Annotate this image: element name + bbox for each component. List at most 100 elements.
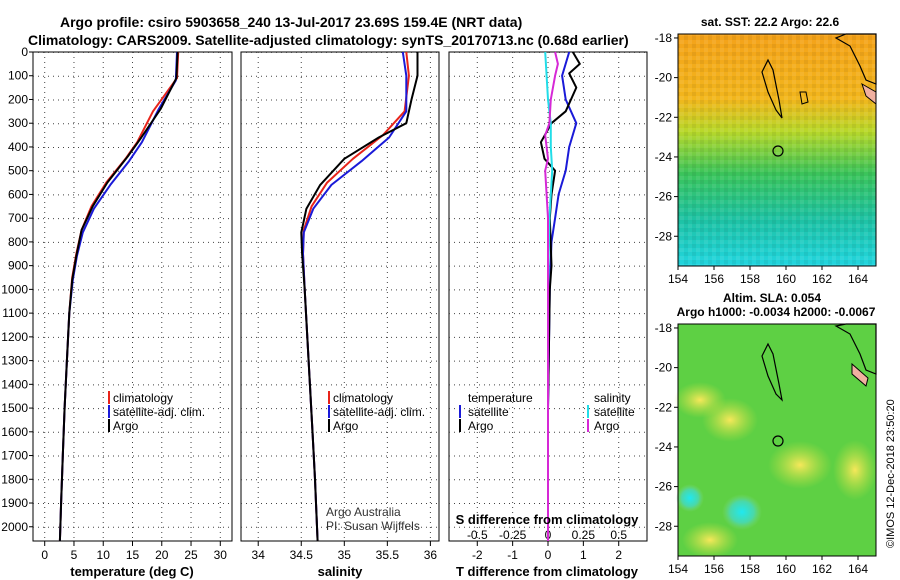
- map-x-tick-label: 162: [812, 272, 832, 286]
- map-y-tick-label: -18: [655, 31, 673, 45]
- imos-credit: ©IMOS 12-Dec-2018 23:50:20: [885, 399, 897, 548]
- sla-map: Altim. SLA: 0.054 Argo h1000: -0.0034 h2…: [655, 291, 877, 576]
- sla-anomaly-cyan: [722, 494, 762, 530]
- legend-label-climatology: climatology: [113, 391, 173, 405]
- sla-anomaly-cyan: [676, 484, 704, 512]
- y-tick-label: 1700: [1, 449, 28, 463]
- y-tick-label: 700: [8, 211, 28, 225]
- x-tick-label: 0: [545, 548, 552, 562]
- y-tick-label: 1200: [1, 330, 28, 344]
- map-x-tick-label: 162: [812, 562, 832, 576]
- temperature-panel: 0100200300400500600700800900100011001200…: [1, 45, 233, 579]
- series-s-argo: [544, 51, 559, 541]
- t-difference-tick-labels: -2 -1 0 1 2: [472, 541, 622, 562]
- legend-label-satellite: satellite-adj. clim.: [333, 405, 425, 419]
- sst-profile-marker: [772, 145, 784, 157]
- series-argo: [300, 52, 419, 542]
- legend-label-satellite: satellite-adj. clim.: [113, 405, 205, 419]
- y-tick-label: 0: [21, 45, 28, 59]
- sst-field-texture: [678, 34, 876, 266]
- map-x-tick-label: 158: [740, 272, 760, 286]
- sla-land-patch: [851, 362, 869, 387]
- y-tick-label: 1500: [1, 401, 28, 415]
- map-y-tick-label: -26: [655, 190, 673, 204]
- difference-grid: [449, 52, 647, 541]
- map-x-tick-label: 154: [668, 562, 688, 576]
- map-y-tick-label: -24: [655, 150, 673, 164]
- y-tick-label: 1800: [1, 472, 28, 486]
- salinity-tick-labels: 34 34.5 35 35.5 36: [252, 541, 437, 562]
- y-tick-label: 1400: [1, 377, 28, 391]
- sla-map-frame: [677, 323, 877, 557]
- series-argo: [58, 51, 179, 542]
- y-tick-label: 900: [8, 259, 28, 273]
- salinity-axis-label: salinity: [318, 564, 364, 579]
- y-tick-label: 2000: [1, 520, 28, 534]
- map-x-tick-label: 164: [848, 562, 868, 576]
- map-y-tick-label: -22: [655, 110, 673, 124]
- temperature-legend: climatology satellite-adj. clim. Argo: [108, 391, 205, 433]
- sla-lon-tick-labels: 154 156 158 160 162 164: [668, 556, 868, 576]
- map-y-tick-label: -18: [655, 321, 673, 335]
- s-tick-label: 0.5: [610, 528, 627, 542]
- map-y-tick-label: -24: [655, 440, 673, 454]
- x-tick-label: 34: [252, 548, 266, 562]
- sla-lat-tick-labels: -18 -20 -22 -24 -26 -28: [655, 321, 678, 533]
- legend-title-salinity: salinity: [594, 391, 631, 405]
- pressure-tick-labels: 0 100 200 300 400 500 600 700 800 900 1000 1100 1200…: [1, 45, 33, 534]
- map-x-tick-label: 160: [776, 272, 796, 286]
- map-y-tick-label: -28: [655, 519, 673, 533]
- map-x-tick-label: 156: [704, 272, 724, 286]
- map-x-tick-label: 158: [740, 562, 760, 576]
- y-tick-label: 100: [8, 69, 28, 83]
- x-tick-label: 15: [126, 548, 140, 562]
- t-difference-axis-label: T difference from climatology: [456, 564, 639, 579]
- series-climatology: [58, 51, 180, 542]
- difference-panel: -2 -1 0 1 2 -0.5 -0.25 0 0.25 0.5 S difference f…: [448, 51, 648, 579]
- x-tick-label: -1: [507, 548, 518, 562]
- sst-new-caledonia-outline: [761, 58, 783, 119]
- title-line-1: Argo profile: csiro 5903658_240 13-Jul-2…: [60, 14, 522, 30]
- x-tick-label: 1: [580, 548, 587, 562]
- sla-anomaly-blob: [833, 440, 877, 500]
- sla-anomaly-blob: [702, 398, 758, 442]
- sst-map-frame: [677, 33, 877, 267]
- legend-label-argo: Argo: [113, 419, 139, 433]
- x-tick-label: 0: [41, 548, 48, 562]
- y-tick-label: 400: [8, 140, 28, 154]
- x-tick-label: 20: [155, 548, 169, 562]
- y-tick-label: 200: [8, 92, 28, 106]
- difference-legend: temperature satellite Argo salinity sate…: [459, 391, 635, 433]
- pi-note: PI: Susan Wijffels: [326, 519, 420, 533]
- title-line-2: Climatology: CARS2009. Satellite-adjuste…: [28, 32, 629, 48]
- map-y-tick-label: -26: [655, 480, 673, 494]
- argo-australia-note: Argo Australia: [326, 505, 401, 519]
- series-climatology: [302, 51, 410, 542]
- s-difference-axis-label: S difference from climatology: [456, 512, 640, 527]
- salinity-plot-frame: [240, 51, 440, 542]
- legend-label-argo: Argo: [333, 419, 359, 433]
- map-x-tick-label: 156: [704, 562, 724, 576]
- temperature-tick-labels: 0 5 10 15 20 25 30: [41, 541, 227, 562]
- x-tick-label: 5: [71, 548, 78, 562]
- salinity-series: [300, 51, 419, 542]
- y-tick-label: 1900: [1, 496, 28, 510]
- x-tick-label: 25: [184, 548, 198, 562]
- map-x-tick-label: 164: [848, 272, 868, 286]
- x-tick-label: 35.5: [376, 548, 400, 562]
- y-tick-label: 600: [8, 187, 28, 201]
- map-y-tick-label: -20: [655, 361, 673, 375]
- sst-map: sat. SST: 22.2 Argo: 22.6: [655, 15, 877, 286]
- sst-island-outline: [799, 91, 809, 105]
- y-tick-label: 1300: [1, 354, 28, 368]
- series-satellite-adj-clim-: [58, 51, 178, 542]
- y-tick-label: 300: [8, 116, 28, 130]
- legend-label-t-argo: Argo: [468, 419, 494, 433]
- salinity-legend: climatology satellite-adj. clim. Argo: [328, 391, 425, 433]
- s-tick-label: -0.5: [467, 528, 488, 542]
- legend-label-t-satellite: satellite: [468, 405, 509, 419]
- salinity-grid: [241, 52, 439, 541]
- map-y-tick-label: -20: [655, 71, 673, 85]
- salinity-panel: 34 34.5 35 35.5 36 salinity climatology sate…: [240, 51, 440, 579]
- y-tick-label: 1000: [1, 282, 28, 296]
